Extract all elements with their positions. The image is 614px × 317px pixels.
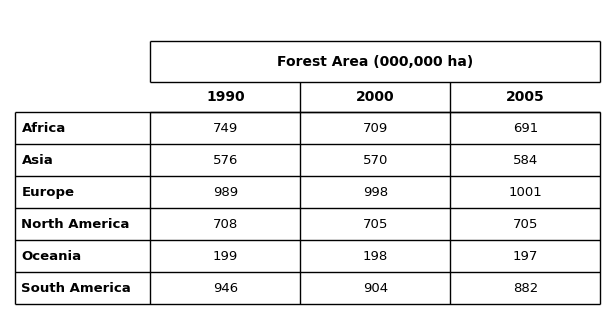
- Text: 691: 691: [513, 122, 538, 135]
- Text: Africa: Africa: [21, 122, 66, 135]
- Text: 2000: 2000: [356, 90, 395, 104]
- Text: 946: 946: [213, 282, 238, 295]
- Text: 708: 708: [213, 218, 238, 231]
- Text: 882: 882: [513, 282, 538, 295]
- Text: 749: 749: [213, 122, 238, 135]
- Text: 199: 199: [213, 250, 238, 263]
- Text: 904: 904: [363, 282, 388, 295]
- Text: 198: 198: [363, 250, 388, 263]
- Text: North America: North America: [21, 218, 130, 231]
- Text: 576: 576: [213, 154, 238, 167]
- Text: 2005: 2005: [506, 90, 545, 104]
- Text: Forest Area (000,000 ha): Forest Area (000,000 ha): [278, 55, 473, 68]
- Text: 584: 584: [513, 154, 538, 167]
- Text: 1001: 1001: [508, 186, 542, 199]
- Text: Europe: Europe: [21, 186, 74, 199]
- Text: Oceania: Oceania: [21, 250, 82, 263]
- Text: 989: 989: [213, 186, 238, 199]
- Text: South America: South America: [21, 282, 131, 295]
- Text: 570: 570: [363, 154, 388, 167]
- Text: 197: 197: [513, 250, 538, 263]
- Text: 705: 705: [513, 218, 538, 231]
- Text: Asia: Asia: [21, 154, 53, 167]
- Text: 1990: 1990: [206, 90, 245, 104]
- Text: 709: 709: [363, 122, 388, 135]
- Text: 705: 705: [363, 218, 388, 231]
- Text: 998: 998: [363, 186, 388, 199]
